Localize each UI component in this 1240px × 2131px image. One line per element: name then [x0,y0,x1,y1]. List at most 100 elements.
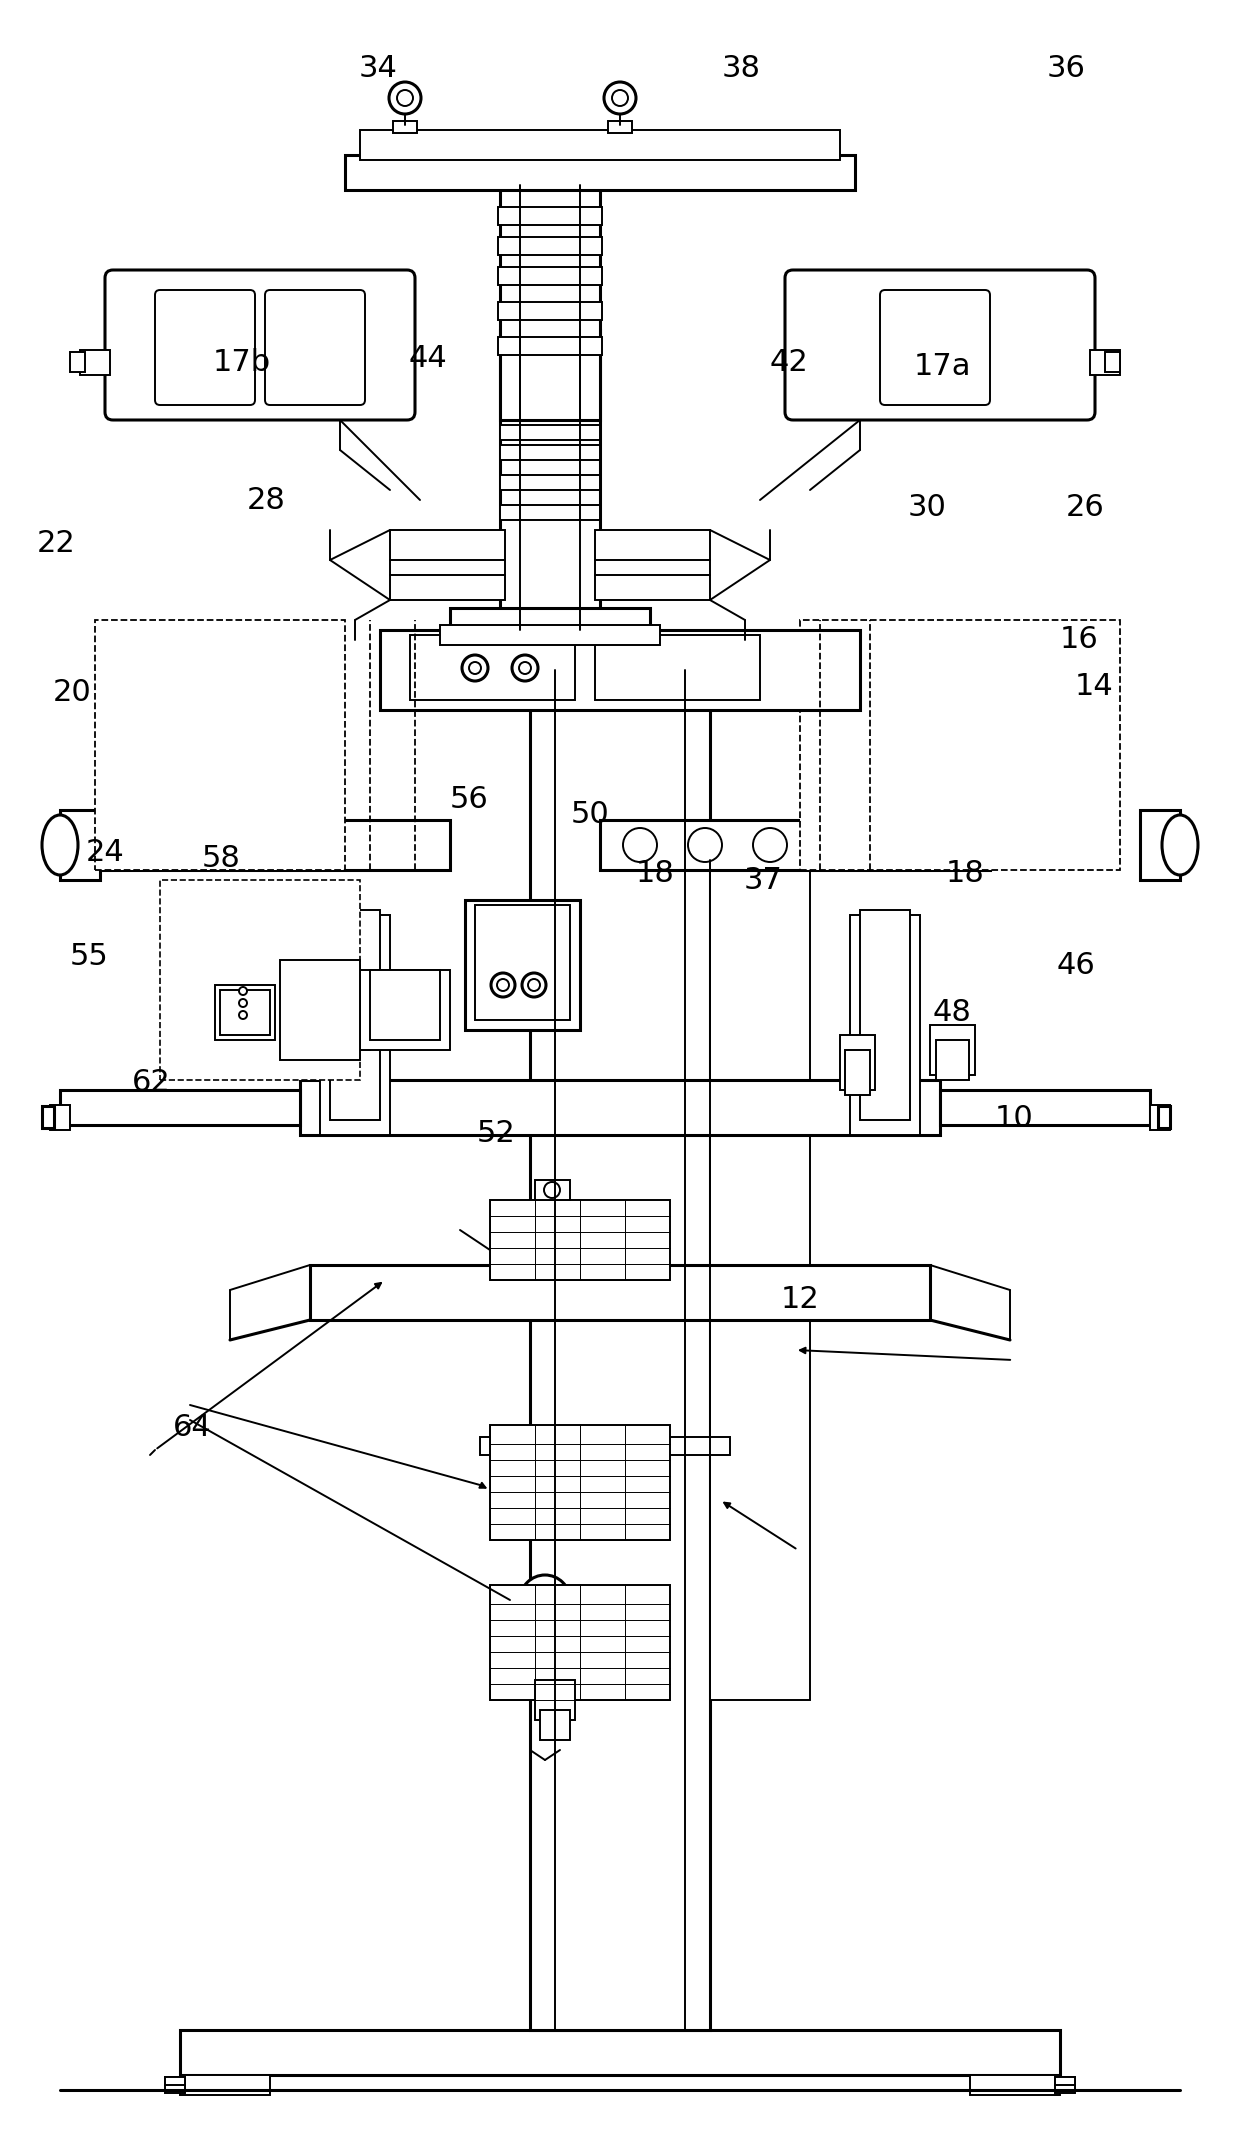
Text: 10: 10 [994,1104,1034,1134]
Text: 44: 44 [408,343,448,373]
Circle shape [622,829,657,863]
Bar [379,631,861,710]
Bar [936,1040,968,1080]
Text: 34: 34 [358,53,398,83]
Bar [940,1089,1149,1125]
Bar [800,620,1120,869]
Bar [165,2078,185,2093]
Bar [280,959,360,1059]
Circle shape [512,654,538,682]
Bar [1149,1106,1171,1129]
Bar [480,1436,730,1455]
Circle shape [534,1590,556,1611]
Text: 62: 62 [131,1068,171,1097]
Text: 50: 50 [570,799,610,829]
Text: 38: 38 [722,53,761,83]
Text: 36: 36 [1047,53,1086,83]
Bar [450,607,650,637]
Bar [498,237,601,256]
Text: 18: 18 [635,859,675,889]
Text: 20: 20 [52,678,92,707]
Ellipse shape [1162,814,1198,876]
FancyBboxPatch shape [155,290,255,405]
Bar [310,1266,930,1319]
Bar [1105,352,1120,373]
Bar [393,121,417,132]
Bar [215,985,275,1040]
Bar [1158,1106,1171,1127]
Circle shape [688,829,722,863]
Bar [498,266,601,286]
Bar [849,914,920,1136]
Bar [539,1709,570,1741]
Bar [440,624,660,646]
Circle shape [604,81,636,113]
Bar [81,349,110,375]
Bar [60,810,100,880]
Text: 37: 37 [743,865,782,895]
Text: 42: 42 [769,347,808,377]
Circle shape [522,974,546,997]
Bar [50,1106,69,1129]
Text: 18: 18 [945,859,985,889]
Circle shape [613,90,627,107]
Bar [370,970,440,1040]
Bar [95,620,345,869]
Bar [600,820,990,869]
Bar [861,910,910,1121]
Bar [360,970,450,1051]
Circle shape [520,663,531,673]
Text: 17b: 17b [213,347,270,377]
Circle shape [753,829,787,863]
Bar [839,1036,875,1089]
Ellipse shape [42,814,78,876]
Bar [498,207,601,226]
Text: 48: 48 [932,997,972,1027]
Bar [180,2076,270,2095]
Bar [500,424,600,439]
Bar [91,820,450,869]
Circle shape [529,1441,541,1453]
Bar [500,185,600,420]
Bar [1140,810,1180,880]
Bar [60,1089,300,1125]
Bar [320,914,391,1136]
Text: 26: 26 [1065,492,1105,522]
Circle shape [497,978,508,991]
Text: 28: 28 [247,486,286,516]
Bar [844,1051,870,1095]
Bar [219,991,270,1036]
Text: 58: 58 [201,844,241,874]
FancyBboxPatch shape [785,271,1095,420]
Bar [345,999,370,1051]
Bar [595,531,711,601]
Text: 16: 16 [1059,624,1099,654]
Text: 12: 12 [780,1285,820,1315]
Bar [970,2076,1060,2095]
Bar [930,1025,975,1074]
Text: 24: 24 [86,837,125,867]
Bar [475,906,570,1021]
Circle shape [520,1575,570,1626]
Bar [465,899,580,1029]
Text: 17a: 17a [914,352,971,381]
Circle shape [239,1010,247,1019]
Circle shape [239,987,247,995]
Bar [180,2031,1060,2076]
Circle shape [113,829,148,863]
Bar [360,130,839,160]
Bar [300,1080,940,1136]
Bar [608,121,632,132]
Circle shape [469,663,481,673]
Bar [500,445,600,460]
Bar [490,1426,670,1541]
Bar [498,303,601,320]
Bar [500,475,600,490]
Text: 55: 55 [69,942,109,972]
Bar [500,505,600,520]
FancyBboxPatch shape [265,290,365,405]
Bar [345,156,856,190]
Bar [330,910,379,1121]
Circle shape [503,1441,516,1453]
Bar [490,1585,670,1701]
